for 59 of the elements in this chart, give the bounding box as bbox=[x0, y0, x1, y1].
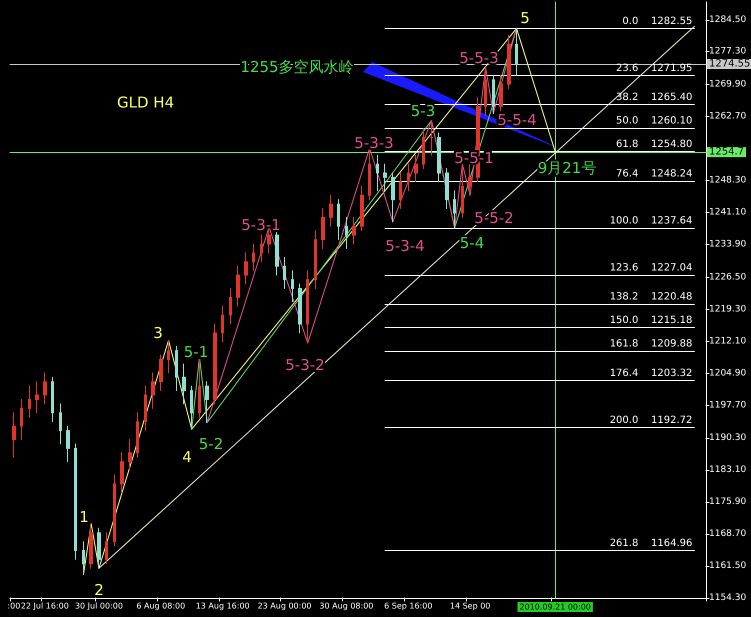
y-tick-label: 1277.30 bbox=[709, 46, 746, 57]
x-tick-label: :00 bbox=[7, 602, 20, 610]
text: GLD H4 bbox=[117, 94, 174, 112]
ref-line-label: 38.2 1265.40 bbox=[616, 92, 692, 104]
x-tick-label: 13 Aug 16:00 bbox=[196, 602, 250, 610]
ref-line-label: 61.8 1254.80 bbox=[616, 139, 692, 150]
annotation: 5-3-1 bbox=[241, 216, 281, 234]
y-tick-label: 1154.30 bbox=[709, 593, 746, 603]
x-tick-label: 30 Jul 00:00 bbox=[74, 602, 123, 610]
annotation: 4 bbox=[182, 448, 192, 466]
y-tick-label: 1219.30 bbox=[709, 304, 746, 314]
ref-line-label: 123.6 1227.04 bbox=[610, 262, 692, 274]
ref-line-label: 100.0 1237.64 bbox=[610, 215, 692, 226]
ref-line-label: 23.6 1271.95 bbox=[616, 63, 692, 74]
annotation: 1 bbox=[79, 508, 89, 526]
ref-line-label: 1254.7 bbox=[709, 146, 744, 158]
y-tick-label: 1197.70 bbox=[709, 400, 746, 410]
x-tick-label: 14 Sep 00 bbox=[450, 602, 490, 610]
x-tick-label: 30 Aug 08:00 bbox=[319, 602, 374, 610]
annotation: 2 bbox=[94, 581, 104, 599]
y-tick-label: 1161.50 bbox=[709, 561, 746, 572]
x-tick-label: 2010.09.21 00:00 bbox=[519, 602, 591, 612]
annotation: 5-3-3 bbox=[354, 134, 394, 152]
y-tick-label: 1204.90 bbox=[709, 368, 746, 378]
y-tick-label: 1190.30 bbox=[709, 433, 746, 444]
y-tick-label: 1233.90 bbox=[709, 239, 746, 250]
annotation: 5-3-4 bbox=[385, 237, 425, 255]
ref-line-label: 176.4 1203.32 bbox=[610, 368, 692, 379]
annotation: 5-1 bbox=[184, 343, 208, 361]
ref-line-label: 76.4 1248.24 bbox=[616, 168, 692, 180]
y-tick-label: 1168.70 bbox=[709, 529, 746, 540]
annotation: 5-3-2 bbox=[285, 356, 325, 374]
y-tick-label: 1269.90 bbox=[709, 80, 746, 90]
annotation: 5-5-4 bbox=[497, 111, 537, 129]
y-tick-label: 1248.30 bbox=[709, 176, 746, 186]
ref-line-label: 261.8 1164.96 bbox=[610, 538, 692, 550]
x-tick-label: 23 Aug 00:00 bbox=[258, 602, 312, 610]
y-tick-label: 1183.10 bbox=[709, 465, 746, 476]
ref-line-label: 200.0 1192.72 bbox=[610, 414, 692, 426]
annotation: 5-4 bbox=[460, 234, 484, 252]
y-tick-label: 1226.50 bbox=[709, 272, 746, 282]
y-tick-label: 1284.50 bbox=[709, 14, 746, 25]
annotation: 5 bbox=[520, 9, 530, 27]
ref-line-label: 150.0 1215.18 bbox=[610, 315, 692, 326]
ref-line-label: 138.2 1220.48 bbox=[610, 292, 692, 303]
annotation: 5-3 bbox=[410, 102, 436, 120]
annotation: 3 bbox=[153, 324, 163, 342]
ref-line-label: 161.8 1209.88 bbox=[610, 338, 692, 350]
x-tick-label: 6 Aug 08:00 bbox=[136, 602, 186, 610]
y-tick-label: 1241.10 bbox=[709, 208, 746, 218]
annotation: 5-2 bbox=[198, 435, 224, 453]
ref-line-label: 1274.55 bbox=[709, 58, 750, 70]
x-tick-label: 22 Jul 16:00 bbox=[20, 602, 69, 610]
y-tick-label: 1175.90 bbox=[709, 497, 746, 508]
x-tick-label: 6 Sep 16:00 bbox=[384, 602, 432, 610]
y-tick-label: 1262.70 bbox=[709, 112, 746, 122]
ref-line-label: 50.0 1260.10 bbox=[616, 116, 692, 127]
y-tick-label: 1212.10 bbox=[709, 336, 746, 346]
ref-line-label: 0.0 1282.55 bbox=[622, 16, 692, 27]
